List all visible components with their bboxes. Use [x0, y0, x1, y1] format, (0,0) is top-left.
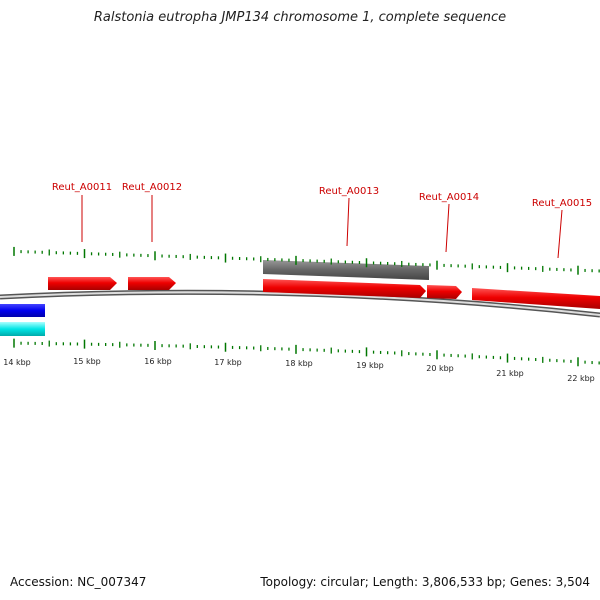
- scale-label: 17 kbp: [214, 358, 242, 367]
- scale-label: 22 kbp: [567, 374, 595, 383]
- leader-reut-a0014: [445, 203, 450, 253]
- scale-label: 15 kbp: [73, 357, 101, 366]
- cyan-track-segment: [0, 322, 45, 336]
- scale-label: 14 kbp: [3, 358, 31, 367]
- accession-text: Accession: NC_007347: [10, 575, 147, 589]
- scale-label: 16 kbp: [144, 357, 172, 366]
- blue-track-segment: [0, 304, 45, 317]
- map-title: Ralstonia eutropha JMP134 chromosome 1, …: [93, 10, 507, 25]
- gene-label[interactable]: Reut_A0012: [122, 182, 182, 193]
- gene-arrow-reut-a0015: [472, 288, 600, 309]
- scale-label: 20 kbp: [426, 364, 454, 373]
- gene-label[interactable]: Reut_A0014: [419, 192, 479, 203]
- inner-tick-track: [13, 338, 600, 367]
- gene-arrow-reut-a0011: [48, 277, 117, 290]
- leader-reut-a0015: [557, 209, 563, 259]
- scale-label: 18 kbp: [285, 359, 313, 368]
- gene-arrow-reut-a0013: [263, 279, 426, 298]
- gene-arrow-reut-a0014: [427, 285, 462, 299]
- scale-label: 21 kbp: [496, 369, 524, 378]
- outer-tick-track: [13, 246, 600, 275]
- grey-feature: [263, 260, 429, 280]
- leader-reut-a0013: [346, 197, 350, 247]
- chromosome-backbone-highlight: [0, 291, 600, 316]
- gene-arrow-reut-a0012: [128, 277, 176, 290]
- scale-label: 19 kbp: [356, 361, 384, 370]
- gene-label[interactable]: Reut_A0013: [319, 186, 379, 197]
- topology-summary: Topology: circular; Length: 3,806,533 bp…: [260, 575, 590, 589]
- gene-label[interactable]: Reut_A0015: [532, 198, 592, 209]
- gene-label[interactable]: Reut_A0011: [52, 182, 112, 193]
